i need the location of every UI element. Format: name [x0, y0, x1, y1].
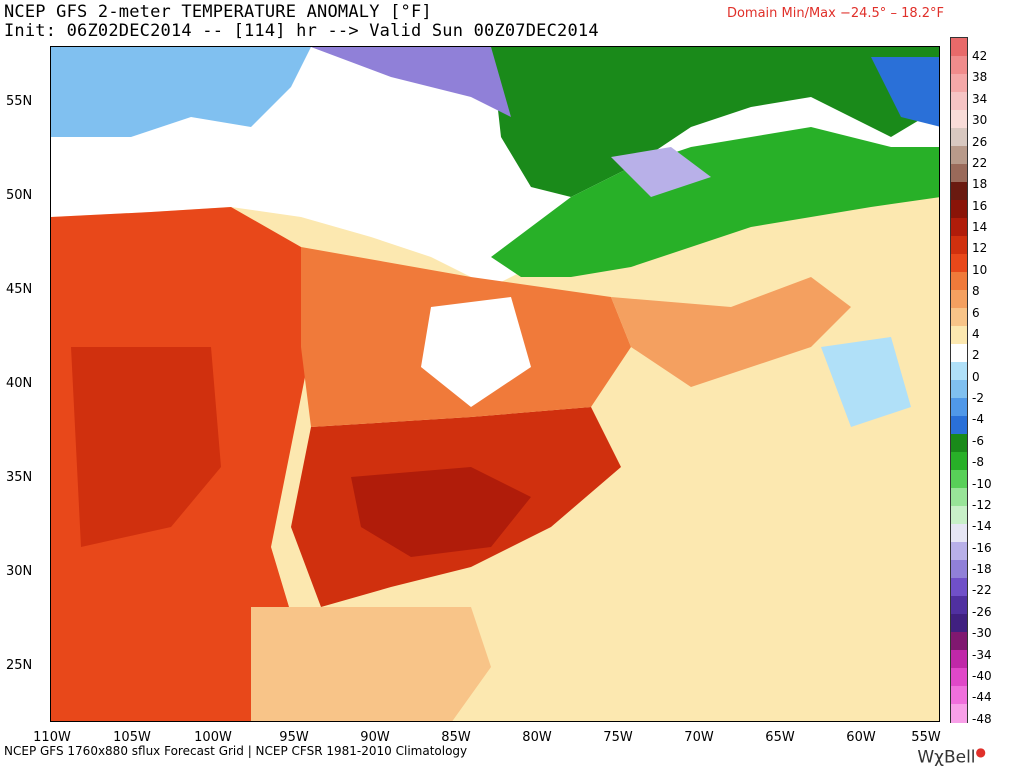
color-scale-label: 6 [972, 305, 980, 320]
color-scale-label: -48 [972, 711, 992, 726]
color-scale-label: -18 [972, 562, 992, 576]
color-scale-segment [951, 110, 967, 129]
color-scale-segment [951, 308, 967, 327]
lon-label: 60W [846, 730, 876, 745]
lon-label: 85W [441, 730, 471, 745]
color-scale-segment [951, 614, 967, 633]
color-scale-segment [951, 254, 967, 273]
color-scale-segment [951, 146, 967, 165]
lon-label: 80W [522, 730, 552, 745]
color-scale-label: 16 [972, 198, 988, 213]
color-scale-label: 38 [972, 70, 988, 85]
color-scale-label: -26 [972, 604, 992, 619]
color-scale-segment [951, 362, 967, 381]
temperature-anomaly-map [50, 46, 940, 722]
color-scale-label: 18 [972, 177, 988, 192]
lon-label: 100W [194, 730, 232, 745]
color-scale-segment [951, 668, 967, 687]
lon-label: 55W [911, 730, 941, 745]
color-scale-label: 30 [972, 113, 988, 128]
color-scale-label: 14 [972, 220, 988, 234]
color-scale-label: -4 [972, 412, 984, 427]
domain-min-max: Domain Min/Max −24.5° – 18.2°F [726, 6, 944, 21]
lat-label: 25N [6, 658, 33, 673]
color-scale-segment [951, 542, 967, 561]
color-scale-segment [951, 470, 967, 489]
color-scale-label: -2 [972, 391, 984, 405]
color-scale-segment [951, 578, 967, 597]
color-scale-segment [951, 686, 967, 705]
data-source-footer: NCEP GFS 1760x880 sflux Forecast Grid | … [4, 744, 468, 758]
color-scale-segment [951, 560, 967, 579]
color-scale-label: 12 [972, 241, 988, 256]
color-scale-segment [951, 290, 967, 309]
lat-label: 30N [6, 564, 33, 579]
lat-label: 35N [6, 470, 33, 485]
color-scale-segment [951, 398, 967, 417]
color-scale-label: 10 [972, 262, 988, 277]
color-scale-label: -12 [972, 497, 992, 512]
color-scale-segment [951, 632, 967, 651]
color-scale-label: 26 [972, 134, 988, 149]
lon-label: 65W [765, 730, 795, 745]
lon-label: 110W [33, 730, 71, 745]
color-scale-bar [950, 37, 968, 723]
color-scale-segment [951, 92, 967, 111]
lat-label: 45N [6, 282, 33, 297]
color-scale-segment [951, 344, 967, 363]
color-scale-segment [951, 200, 967, 219]
color-scale-label: 0 [972, 369, 980, 384]
color-scale-segment [951, 182, 967, 201]
color-scale-label: -8 [972, 455, 984, 470]
color-scale-label: -30 [972, 626, 992, 641]
init-valid-time: Init: 06Z02DEC2014 -- [114] hr --> Valid… [4, 21, 599, 41]
logo-dot-icon: ● [975, 745, 986, 759]
color-scale-segment [951, 380, 967, 399]
lat-label: 40N [6, 376, 33, 391]
color-scale-label: 8 [972, 284, 980, 299]
color-scale-label: -6 [972, 433, 984, 448]
color-scale-segment [951, 164, 967, 183]
lat-label: 50N [6, 188, 33, 203]
color-scale-segment [951, 128, 967, 147]
color-scale-segment [951, 416, 967, 435]
color-scale-label: -44 [972, 690, 992, 705]
lon-label: 70W [684, 730, 714, 745]
lon-label: 90W [360, 730, 390, 745]
color-scale-label: -34 [972, 647, 992, 662]
color-scale-label: -16 [972, 540, 992, 555]
color-scale-segment [951, 326, 967, 345]
color-scale-label: -40 [972, 668, 992, 683]
color-scale-label: 2 [972, 348, 980, 363]
color-scale-label: 22 [972, 155, 988, 170]
color-scale-label: 4 [972, 326, 980, 341]
color-scale-label: -14 [972, 519, 992, 534]
color-scale-segment [951, 506, 967, 525]
logo-text: WχBell [917, 747, 976, 768]
color-scale-label: -10 [972, 476, 992, 491]
map-field [51, 47, 939, 721]
wxbell-logo: WχBell● [917, 745, 986, 768]
color-scale-segment [951, 434, 967, 453]
map-title: NCEP GFS 2-meter TEMPERATURE ANOMALY [°F… [4, 2, 432, 22]
color-scale-segment [951, 236, 967, 255]
lat-label: 55N [6, 94, 33, 109]
color-scale-segment [951, 524, 967, 543]
color-scale-segment [951, 596, 967, 615]
lon-label: 75W [603, 730, 633, 745]
color-scale-label: 34 [972, 91, 988, 106]
color-scale-segment [951, 74, 967, 93]
color-scale-segment [951, 272, 967, 291]
color-scale-segment [951, 56, 967, 75]
color-scale-segment [951, 452, 967, 471]
color-scale-segment [951, 488, 967, 507]
color-scale-label: -22 [972, 583, 992, 598]
color-scale-label: 42 [972, 49, 988, 63]
color-scale-segment [951, 704, 967, 723]
lon-label: 95W [279, 730, 309, 745]
lon-label: 105W [113, 730, 151, 745]
color-scale-segment [951, 218, 967, 237]
color-scale-segment [951, 650, 967, 669]
color-scale-segment [951, 38, 967, 57]
